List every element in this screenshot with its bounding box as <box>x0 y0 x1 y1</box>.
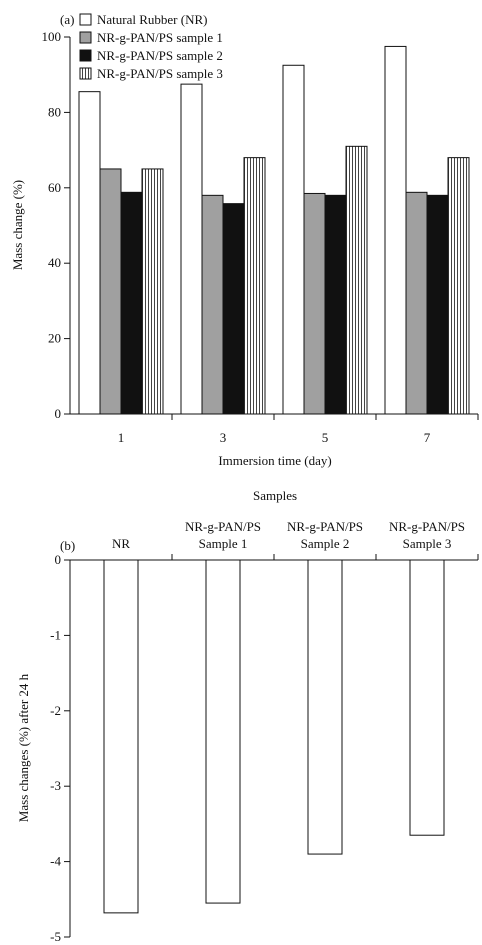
panel-b-label: (b) <box>60 538 75 553</box>
y-axis-label-b: Mass changes (%) after 24 h <box>16 673 31 822</box>
legend-swatch-a <box>79 49 92 62</box>
bar-b <box>103 559 139 914</box>
x-axis-label-a: Immersion time (day) <box>218 453 331 468</box>
bar-a <box>405 191 428 415</box>
bar-a <box>426 194 449 415</box>
bar-a <box>99 168 122 415</box>
chart-a: (a) Natural Rubber (NR) NR-g-PAN/PS sampl… <box>10 12 479 468</box>
bar-a <box>324 194 347 415</box>
x-tick-label-a: 5 <box>322 430 329 445</box>
x-tick-label-b: Sample 1 <box>199 536 248 551</box>
bar-a <box>282 64 305 415</box>
legend-label-a: NR-g-PAN/PS sample 2 <box>97 48 223 63</box>
x-tick-label-b: Sample 3 <box>403 536 452 551</box>
bar-a <box>201 194 224 415</box>
y-tick-label-b: -2 <box>50 703 61 718</box>
bar-a <box>345 145 368 415</box>
x-tick-label-b: Sample 2 <box>301 536 350 551</box>
x-axis-a: 1 3 5 7 <box>118 414 479 445</box>
y-axis-label-a: Mass change (%) <box>10 180 25 270</box>
y-tick-label-a: 60 <box>48 180 61 195</box>
legend-label-a: Natural Rubber (NR) <box>97 12 207 27</box>
y-tick-label-b: -1 <box>50 627 61 642</box>
y-tick-label-b: -5 <box>50 929 61 944</box>
bar-a <box>243 157 266 415</box>
x-tick-label-a: 1 <box>118 430 125 445</box>
bar-a <box>180 83 203 415</box>
x-tick-label-b: NR-g-PAN/PS <box>185 519 261 534</box>
x-tick-label-b: NR-g-PAN/PS <box>287 519 363 534</box>
x-tick-label-b: NR <box>112 536 130 551</box>
legend-swatch-a <box>79 31 92 44</box>
y-tick-label-b: -3 <box>50 778 61 793</box>
y-axis-a: 0 20 40 60 80 100 <box>42 29 70 421</box>
x-axis-b: NR NR-g-PAN/PS Sample 1 NR-g-PAN/PS Sample 2… <box>112 519 479 560</box>
chart-b-title: Samples <box>253 488 297 503</box>
bars-b <box>103 559 445 914</box>
y-tick-label-a: 80 <box>48 104 61 119</box>
y-tick-label-a: 20 <box>48 331 61 346</box>
bar-a <box>141 168 164 415</box>
bar-a <box>222 203 245 415</box>
legend-label-a: NR-g-PAN/PS sample 3 <box>97 66 223 81</box>
y-tick-label-a: 40 <box>48 255 61 270</box>
legend-label-a: NR-g-PAN/PS sample 1 <box>97 30 223 45</box>
x-tick-label-a: 3 <box>220 430 227 445</box>
legend-swatch-a <box>79 67 92 80</box>
bar-b <box>307 559 343 855</box>
y-tick-label-b: 0 <box>55 552 62 567</box>
legend-swatch-a <box>79 13 92 26</box>
bar-a <box>303 192 326 415</box>
y-tick-label-a: 100 <box>42 29 62 44</box>
legend-a: Natural Rubber (NR) NR-g-PAN/PS sample 1 N… <box>79 12 223 81</box>
panel-a-label: (a) <box>60 12 74 27</box>
bar-a <box>447 157 470 415</box>
x-tick-label-a: 7 <box>424 430 431 445</box>
bar-b <box>409 559 445 836</box>
bar-a <box>78 91 101 415</box>
y-axis-b: 0 -1 -2 -3 -4 -5 <box>50 552 70 944</box>
chart-b: (b) Samples NR NR-g-PAN/PS Sample 1 NR-g-PA… <box>16 488 479 944</box>
bar-a <box>120 191 143 415</box>
bar-b <box>205 559 241 904</box>
y-tick-label-a: 0 <box>55 406 62 421</box>
x-tick-label-b: NR-g-PAN/PS <box>389 519 465 534</box>
y-tick-label-b: -4 <box>50 854 61 869</box>
bars-a <box>78 45 470 415</box>
bar-a <box>384 45 407 415</box>
